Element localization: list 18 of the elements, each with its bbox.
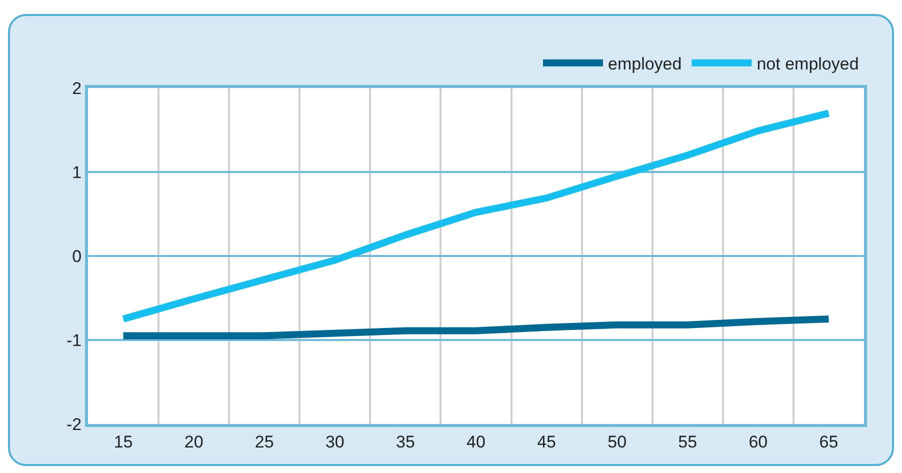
- x-tick-label: 55: [678, 432, 698, 452]
- y-tick-label: 2: [72, 78, 82, 98]
- y-tick-label: -2: [66, 414, 82, 434]
- x-tick-label: 25: [254, 432, 274, 452]
- y-tick-label: -1: [66, 330, 82, 350]
- x-tick-label: 40: [466, 432, 486, 452]
- y-tick-label: 0: [72, 246, 82, 266]
- legend-label: employed: [608, 54, 682, 74]
- x-tick-label: 45: [537, 432, 556, 452]
- x-tick-label: 50: [608, 432, 627, 452]
- x-tick-label: 20: [184, 432, 204, 452]
- legend-label: not employed: [756, 54, 859, 74]
- y-tick-label: 1: [72, 162, 82, 182]
- x-tick-label: 35: [396, 432, 415, 452]
- x-tick-label: 30: [325, 432, 344, 452]
- x-tick-label: 60: [748, 432, 768, 452]
- x-tick-label: 15: [114, 432, 133, 452]
- x-tick-label: 65: [819, 432, 838, 452]
